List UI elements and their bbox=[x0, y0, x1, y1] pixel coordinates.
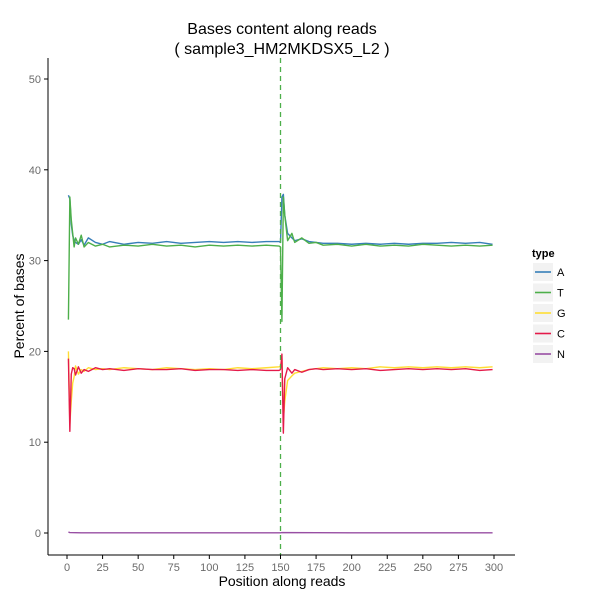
x-tick-label: 100 bbox=[200, 562, 218, 574]
x-tick-label: 300 bbox=[485, 562, 503, 574]
y-tick-label: 40 bbox=[29, 165, 41, 177]
x-tick-label: 125 bbox=[236, 562, 254, 574]
x-tick-label: 175 bbox=[307, 562, 325, 574]
y-tick-label: 0 bbox=[35, 528, 41, 540]
legend-title: type bbox=[532, 248, 555, 260]
x-tick-label: 200 bbox=[342, 562, 360, 574]
legend-label: C bbox=[557, 329, 565, 341]
series-line-A bbox=[67, 193, 493, 246]
legend-item-N: N bbox=[533, 345, 565, 363]
legend-item-C: C bbox=[533, 324, 565, 343]
x-tick-label: 75 bbox=[168, 562, 180, 574]
chart-title: Bases content along reads bbox=[187, 21, 376, 38]
y-tick-label: 50 bbox=[29, 74, 41, 86]
legend-label: T bbox=[557, 288, 564, 300]
x-tick-label: 25 bbox=[96, 562, 108, 574]
series-line-C bbox=[67, 353, 493, 434]
x-axis-title: Position along reads bbox=[219, 573, 346, 589]
x-tick-label: 50 bbox=[132, 562, 144, 574]
x-tick-label: 225 bbox=[378, 562, 396, 574]
legend-item-A: A bbox=[533, 263, 565, 281]
legend-label: N bbox=[557, 349, 565, 361]
y-tick-label: 20 bbox=[29, 346, 41, 358]
legend-label: A bbox=[557, 267, 565, 279]
series-line-T bbox=[67, 196, 493, 323]
x-tick-label: 150 bbox=[271, 562, 289, 574]
x-axis-ticks: 0 25 50 75 100 125 150 175 200 225 250 275 300 bbox=[64, 555, 503, 574]
legend-label: G bbox=[557, 308, 566, 320]
y-tick-label: 30 bbox=[29, 256, 41, 268]
y-axis-ticks: 0 10 20 30 40 50 bbox=[29, 74, 48, 540]
legend-item-G: G bbox=[533, 304, 566, 322]
y-axis-title: Percent of bases bbox=[11, 253, 27, 358]
x-tick-label: 0 bbox=[64, 562, 70, 574]
x-tick-label: 275 bbox=[449, 562, 467, 574]
y-tick-label: 10 bbox=[29, 437, 41, 449]
x-tick-label: 250 bbox=[414, 562, 432, 574]
plot-area bbox=[67, 58, 493, 555]
series-line-N bbox=[68, 531, 493, 534]
chart-subtitle: ( sample3_HM2MKDSX5_L2 ) bbox=[174, 41, 389, 58]
legend-item-T: T bbox=[533, 283, 564, 302]
